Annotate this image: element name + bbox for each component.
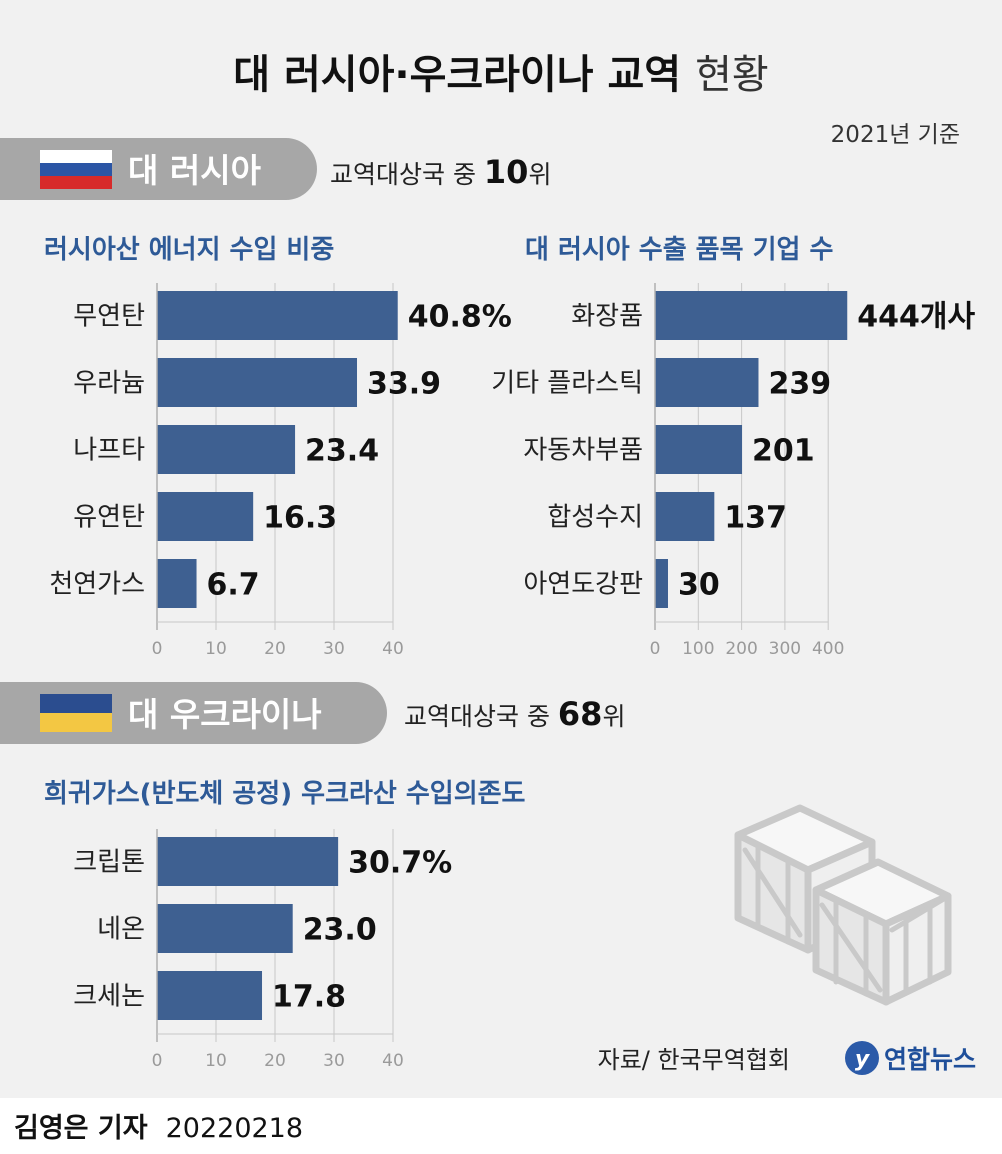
yonhap-logo: y 연합뉴스 bbox=[845, 1041, 976, 1075]
value-label: 239 bbox=[768, 367, 831, 402]
svg-text:y: y bbox=[855, 1047, 871, 1072]
x-tick-label: 40 bbox=[382, 639, 404, 659]
bar bbox=[157, 971, 263, 1020]
x-tick-label: 30 bbox=[323, 639, 345, 659]
category-label: 자동차부품 bbox=[523, 436, 643, 466]
bar bbox=[157, 904, 293, 953]
x-tick-label: 0 bbox=[152, 1051, 163, 1071]
title-light: 현황 bbox=[695, 52, 769, 98]
category-label: 크세논 bbox=[73, 982, 145, 1012]
bar bbox=[157, 492, 254, 541]
byline-date: 20220218 bbox=[165, 1113, 304, 1144]
value-label: 137 bbox=[724, 501, 787, 536]
chart-rare-gas: 0 10 20 30 40 크립톤 30.7% 네온 23.0 크세논 17.8 bbox=[73, 829, 452, 1071]
category-label: 크립톤 bbox=[73, 848, 145, 878]
x-tick-label: 300 bbox=[769, 639, 801, 659]
footer bbox=[0, 1098, 1002, 1154]
value-label: 16.3 bbox=[263, 501, 337, 536]
category-label: 나프타 bbox=[73, 436, 145, 466]
bar bbox=[157, 291, 398, 340]
value-label: 6.7 bbox=[207, 568, 260, 603]
russia-rank: 교역대상국 중 10위 bbox=[330, 153, 551, 191]
x-tick-label: 200 bbox=[725, 639, 757, 659]
value-label: 33.9 bbox=[367, 367, 441, 402]
value-label: 201 bbox=[752, 434, 815, 469]
bar bbox=[157, 837, 339, 886]
category-label: 우라늄 bbox=[73, 369, 145, 399]
crate-front bbox=[812, 858, 952, 1006]
ukraine-header: 대 우크라이나 bbox=[0, 682, 387, 744]
value-label: 23.0 bbox=[303, 913, 377, 948]
value-label: 40.8% bbox=[408, 300, 512, 335]
byline-name: 김영은 기자 bbox=[14, 1113, 148, 1144]
value-label: 30 bbox=[678, 568, 720, 603]
ukraine-rank-value: 68 bbox=[558, 695, 603, 733]
value-label: 17.8 bbox=[272, 980, 346, 1015]
x-tick-label: 20 bbox=[264, 639, 286, 659]
ukraine-rank-suffix: 위 bbox=[602, 702, 625, 731]
ukraine-rank: 교역대상국 중 68위 bbox=[404, 695, 625, 733]
category-label: 네온 bbox=[97, 915, 145, 945]
chart-energy-import: 0 10 20 30 40 무연탄 40.8% 우라늄 33.9 나프타 23.4 유연탄 16.3 천연… bbox=[49, 283, 512, 659]
bar bbox=[157, 358, 358, 407]
bar bbox=[655, 492, 715, 541]
x-tick-label: 20 bbox=[264, 1051, 286, 1071]
ukraine-label: 대 우크라이나 bbox=[128, 695, 322, 734]
chart-title-gas: 희귀가스(반도체 공정) 우크라산 수입의존도 bbox=[44, 779, 526, 809]
category-label: 화장품 bbox=[571, 302, 643, 332]
x-tick-label: 10 bbox=[205, 1051, 227, 1071]
crates-illustration bbox=[734, 804, 952, 1006]
russia-label: 대 러시아 bbox=[128, 151, 262, 190]
russia-flag-icon bbox=[40, 150, 112, 189]
source-note: 자료/ 한국무역협회 bbox=[598, 1046, 790, 1074]
category-label: 무연탄 bbox=[73, 302, 145, 332]
byline: 김영은 기자 20220218 bbox=[14, 1106, 303, 1145]
x-tick-label: 10 bbox=[205, 639, 227, 659]
x-tick-label: 0 bbox=[650, 639, 661, 659]
bar bbox=[157, 425, 296, 474]
value-label: 23.4 bbox=[305, 434, 379, 469]
brand-name: 연합뉴스 bbox=[884, 1045, 976, 1074]
category-label: 합성수지 bbox=[547, 503, 643, 533]
ukraine-rank-prefix: 교역대상국 중 bbox=[404, 702, 558, 731]
infographic-canvas: 대 러시아·우크라이나 교역 현황 2021년 기준 대 러시아 교역대상국 중 … bbox=[0, 52, 976, 1075]
ukraine-flag-icon bbox=[40, 694, 112, 732]
russia-rank-suffix: 위 bbox=[528, 160, 551, 189]
category-label: 기타 플라스틱 bbox=[491, 369, 643, 399]
x-tick-label: 100 bbox=[682, 639, 714, 659]
category-label: 유연탄 bbox=[73, 503, 145, 533]
title-bold: 대 러시아·우크라이나 교역 bbox=[233, 52, 681, 98]
yonhap-logo-icon bbox=[845, 1041, 879, 1075]
basis-note: 2021년 기준 bbox=[831, 122, 960, 148]
x-tick-label: 40 bbox=[382, 1051, 404, 1071]
chart-title-energy: 러시아산 에너지 수입 비중 bbox=[44, 235, 334, 265]
value-label: 444개사 bbox=[857, 300, 975, 335]
bar bbox=[655, 291, 848, 340]
x-tick-label: 30 bbox=[323, 1051, 345, 1071]
russia-header: 대 러시아 bbox=[0, 138, 317, 200]
value-label: 30.7% bbox=[348, 846, 452, 881]
category-label: 천연가스 bbox=[49, 570, 145, 600]
bar bbox=[655, 559, 668, 608]
chart-title-export: 대 러시아 수출 품목 기업 수 bbox=[525, 235, 833, 265]
russia-rank-prefix: 교역대상국 중 bbox=[330, 160, 484, 189]
bar bbox=[655, 358, 759, 407]
russia-rank-value: 10 bbox=[484, 153, 529, 191]
category-label: 아연도강판 bbox=[523, 570, 643, 600]
bar bbox=[157, 559, 197, 608]
x-tick-label: 0 bbox=[152, 639, 163, 659]
bar bbox=[655, 425, 743, 474]
page-title: 대 러시아·우크라이나 교역 현황 bbox=[233, 52, 768, 98]
x-tick-label: 400 bbox=[812, 639, 844, 659]
